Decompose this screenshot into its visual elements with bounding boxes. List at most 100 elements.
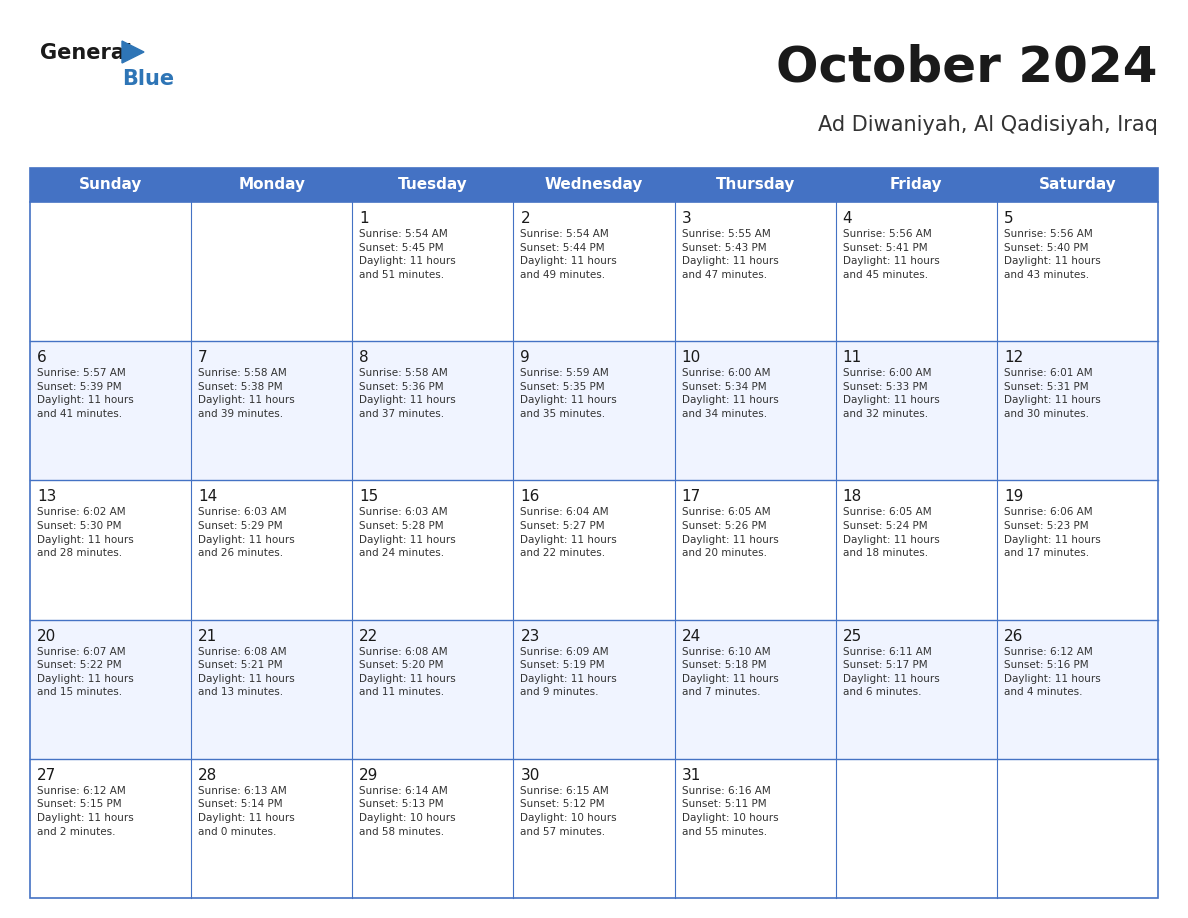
- Bar: [997, 202, 1158, 341]
- Text: 6: 6: [37, 350, 46, 365]
- Bar: [835, 202, 997, 341]
- Text: Sunrise: 5:58 AM
Sunset: 5:36 PM
Daylight: 11 hours
and 37 minutes.: Sunrise: 5:58 AM Sunset: 5:36 PM Dayligh…: [359, 368, 456, 419]
- Bar: [675, 341, 835, 480]
- Text: Sunrise: 6:08 AM
Sunset: 5:20 PM
Daylight: 11 hours
and 11 minutes.: Sunrise: 6:08 AM Sunset: 5:20 PM Dayligh…: [359, 646, 456, 698]
- Bar: [835, 620, 997, 759]
- Text: October 2024: October 2024: [777, 44, 1158, 92]
- Bar: [353, 480, 513, 620]
- Bar: [513, 480, 675, 620]
- Polygon shape: [122, 41, 144, 63]
- Text: Sunrise: 6:11 AM
Sunset: 5:17 PM
Daylight: 11 hours
and 6 minutes.: Sunrise: 6:11 AM Sunset: 5:17 PM Dayligh…: [842, 646, 940, 698]
- Text: 10: 10: [682, 350, 701, 365]
- Text: Sunrise: 6:07 AM
Sunset: 5:22 PM
Daylight: 11 hours
and 15 minutes.: Sunrise: 6:07 AM Sunset: 5:22 PM Dayligh…: [37, 646, 134, 698]
- Bar: [30, 341, 191, 480]
- Text: 14: 14: [198, 489, 217, 504]
- Bar: [30, 480, 191, 620]
- Text: Sunrise: 6:08 AM
Sunset: 5:21 PM
Daylight: 11 hours
and 13 minutes.: Sunrise: 6:08 AM Sunset: 5:21 PM Dayligh…: [198, 646, 295, 698]
- Text: Tuesday: Tuesday: [398, 177, 468, 193]
- Text: Sunrise: 5:56 AM
Sunset: 5:41 PM
Daylight: 11 hours
and 45 minutes.: Sunrise: 5:56 AM Sunset: 5:41 PM Dayligh…: [842, 229, 940, 280]
- Text: Sunrise: 6:10 AM
Sunset: 5:18 PM
Daylight: 11 hours
and 7 minutes.: Sunrise: 6:10 AM Sunset: 5:18 PM Dayligh…: [682, 646, 778, 698]
- Text: Sunrise: 6:12 AM
Sunset: 5:15 PM
Daylight: 11 hours
and 2 minutes.: Sunrise: 6:12 AM Sunset: 5:15 PM Dayligh…: [37, 786, 134, 836]
- Bar: [353, 202, 513, 341]
- Text: Sunrise: 6:03 AM
Sunset: 5:28 PM
Daylight: 11 hours
and 24 minutes.: Sunrise: 6:03 AM Sunset: 5:28 PM Dayligh…: [359, 508, 456, 558]
- Text: Sunrise: 6:02 AM
Sunset: 5:30 PM
Daylight: 11 hours
and 28 minutes.: Sunrise: 6:02 AM Sunset: 5:30 PM Dayligh…: [37, 508, 134, 558]
- Text: 8: 8: [359, 350, 369, 365]
- Text: Sunday: Sunday: [78, 177, 143, 193]
- Bar: [30, 168, 1158, 898]
- Text: Sunrise: 6:05 AM
Sunset: 5:24 PM
Daylight: 11 hours
and 18 minutes.: Sunrise: 6:05 AM Sunset: 5:24 PM Dayligh…: [842, 508, 940, 558]
- Text: 28: 28: [198, 767, 217, 783]
- Text: 23: 23: [520, 629, 539, 644]
- Text: Thursday: Thursday: [715, 177, 795, 193]
- Text: Sunrise: 6:03 AM
Sunset: 5:29 PM
Daylight: 11 hours
and 26 minutes.: Sunrise: 6:03 AM Sunset: 5:29 PM Dayligh…: [198, 508, 295, 558]
- Text: Sunrise: 6:15 AM
Sunset: 5:12 PM
Daylight: 10 hours
and 57 minutes.: Sunrise: 6:15 AM Sunset: 5:12 PM Dayligh…: [520, 786, 617, 836]
- Bar: [997, 168, 1158, 202]
- Text: 17: 17: [682, 489, 701, 504]
- Bar: [191, 759, 353, 898]
- Bar: [191, 620, 353, 759]
- Bar: [191, 341, 353, 480]
- Text: 24: 24: [682, 629, 701, 644]
- Text: 7: 7: [198, 350, 208, 365]
- Text: Sunrise: 5:54 AM
Sunset: 5:45 PM
Daylight: 11 hours
and 51 minutes.: Sunrise: 5:54 AM Sunset: 5:45 PM Dayligh…: [359, 229, 456, 280]
- Bar: [513, 620, 675, 759]
- Text: 15: 15: [359, 489, 379, 504]
- Bar: [675, 168, 835, 202]
- Text: 5: 5: [1004, 211, 1013, 226]
- Bar: [513, 759, 675, 898]
- Text: 12: 12: [1004, 350, 1023, 365]
- Bar: [675, 759, 835, 898]
- Text: Sunrise: 6:16 AM
Sunset: 5:11 PM
Daylight: 10 hours
and 55 minutes.: Sunrise: 6:16 AM Sunset: 5:11 PM Dayligh…: [682, 786, 778, 836]
- Text: 31: 31: [682, 767, 701, 783]
- Bar: [191, 480, 353, 620]
- Bar: [835, 480, 997, 620]
- Text: 21: 21: [198, 629, 217, 644]
- Text: 1: 1: [359, 211, 369, 226]
- Text: Sunrise: 5:57 AM
Sunset: 5:39 PM
Daylight: 11 hours
and 41 minutes.: Sunrise: 5:57 AM Sunset: 5:39 PM Dayligh…: [37, 368, 134, 419]
- Bar: [675, 480, 835, 620]
- Text: Sunrise: 5:58 AM
Sunset: 5:38 PM
Daylight: 11 hours
and 39 minutes.: Sunrise: 5:58 AM Sunset: 5:38 PM Dayligh…: [198, 368, 295, 419]
- Text: Sunrise: 6:06 AM
Sunset: 5:23 PM
Daylight: 11 hours
and 17 minutes.: Sunrise: 6:06 AM Sunset: 5:23 PM Dayligh…: [1004, 508, 1100, 558]
- Bar: [353, 341, 513, 480]
- Text: Sunrise: 5:56 AM
Sunset: 5:40 PM
Daylight: 11 hours
and 43 minutes.: Sunrise: 5:56 AM Sunset: 5:40 PM Dayligh…: [1004, 229, 1100, 280]
- Bar: [513, 341, 675, 480]
- Text: 4: 4: [842, 211, 852, 226]
- Bar: [353, 168, 513, 202]
- Bar: [997, 341, 1158, 480]
- Text: 20: 20: [37, 629, 56, 644]
- Text: Sunrise: 6:14 AM
Sunset: 5:13 PM
Daylight: 10 hours
and 58 minutes.: Sunrise: 6:14 AM Sunset: 5:13 PM Dayligh…: [359, 786, 456, 836]
- Text: Sunrise: 6:12 AM
Sunset: 5:16 PM
Daylight: 11 hours
and 4 minutes.: Sunrise: 6:12 AM Sunset: 5:16 PM Dayligh…: [1004, 646, 1100, 698]
- Text: 30: 30: [520, 767, 539, 783]
- Text: 3: 3: [682, 211, 691, 226]
- Text: Friday: Friday: [890, 177, 942, 193]
- Bar: [835, 759, 997, 898]
- Bar: [997, 480, 1158, 620]
- Bar: [835, 168, 997, 202]
- Text: Sunrise: 5:54 AM
Sunset: 5:44 PM
Daylight: 11 hours
and 49 minutes.: Sunrise: 5:54 AM Sunset: 5:44 PM Dayligh…: [520, 229, 618, 280]
- Bar: [997, 759, 1158, 898]
- Text: Sunrise: 6:13 AM
Sunset: 5:14 PM
Daylight: 11 hours
and 0 minutes.: Sunrise: 6:13 AM Sunset: 5:14 PM Dayligh…: [198, 786, 295, 836]
- Text: Wednesday: Wednesday: [545, 177, 643, 193]
- Text: 22: 22: [359, 629, 379, 644]
- Bar: [675, 620, 835, 759]
- Text: 25: 25: [842, 629, 862, 644]
- Text: Blue: Blue: [122, 69, 175, 89]
- Text: 16: 16: [520, 489, 539, 504]
- Text: 26: 26: [1004, 629, 1023, 644]
- Text: Sunrise: 6:01 AM
Sunset: 5:31 PM
Daylight: 11 hours
and 30 minutes.: Sunrise: 6:01 AM Sunset: 5:31 PM Dayligh…: [1004, 368, 1100, 419]
- Bar: [30, 202, 191, 341]
- Bar: [191, 202, 353, 341]
- Text: 19: 19: [1004, 489, 1023, 504]
- Bar: [513, 202, 675, 341]
- Text: General: General: [40, 43, 132, 63]
- Text: 29: 29: [359, 767, 379, 783]
- Text: 9: 9: [520, 350, 530, 365]
- Text: Saturday: Saturday: [1038, 177, 1117, 193]
- Text: Sunrise: 5:55 AM
Sunset: 5:43 PM
Daylight: 11 hours
and 47 minutes.: Sunrise: 5:55 AM Sunset: 5:43 PM Dayligh…: [682, 229, 778, 280]
- Text: 18: 18: [842, 489, 862, 504]
- Text: 27: 27: [37, 767, 56, 783]
- Bar: [30, 168, 191, 202]
- Text: Sunrise: 6:05 AM
Sunset: 5:26 PM
Daylight: 11 hours
and 20 minutes.: Sunrise: 6:05 AM Sunset: 5:26 PM Dayligh…: [682, 508, 778, 558]
- Bar: [513, 168, 675, 202]
- Bar: [353, 620, 513, 759]
